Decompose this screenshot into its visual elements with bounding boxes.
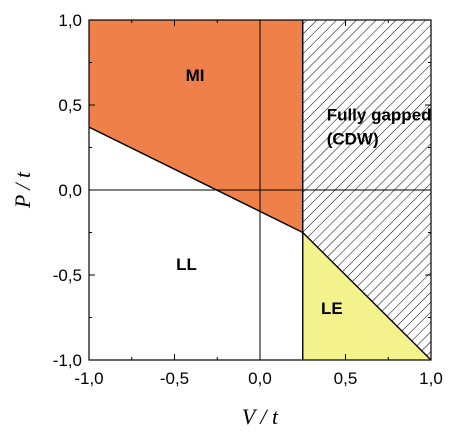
x-axis-title: V / t <box>242 404 279 429</box>
region-label-cdw-0: Fully gapped <box>327 105 432 124</box>
y-axis-title: P / t <box>10 171 35 209</box>
region-label-cdw-1: (CDW) <box>327 129 379 148</box>
x-tick-label: 0,0 <box>248 369 272 388</box>
region-label-ll: LL <box>176 255 197 274</box>
x-tick-label: -1,0 <box>74 369 103 388</box>
lines-layer <box>88 20 432 361</box>
phase-boundary-0 <box>88 126 304 234</box>
region-label-mi: MI <box>186 66 205 85</box>
y-tick-label: -0,5 <box>53 266 82 285</box>
y-tick-label: 1,0 <box>58 11 82 30</box>
ticks-layer: -1,0 -0,5 0,0 0,5 1,0 -1,0 -0,5 0,0 0,5 1,0 <box>53 11 443 388</box>
region-label-le: LE <box>321 299 343 318</box>
region-ll <box>89 127 303 360</box>
x-tick-label: 1,0 <box>419 369 443 388</box>
y-tick-label: -1,0 <box>53 351 82 370</box>
y-tick-label: 0,5 <box>58 96 82 115</box>
labels-layer: MI LL LE Fully gapped (CDW) <box>176 66 431 318</box>
y-tick-label: 0,0 <box>58 181 82 200</box>
phase-boundary-2 <box>302 232 432 361</box>
region-mi <box>89 20 303 233</box>
x-tick-label: 0,5 <box>334 369 358 388</box>
x-tick-label: -0,5 <box>160 369 189 388</box>
